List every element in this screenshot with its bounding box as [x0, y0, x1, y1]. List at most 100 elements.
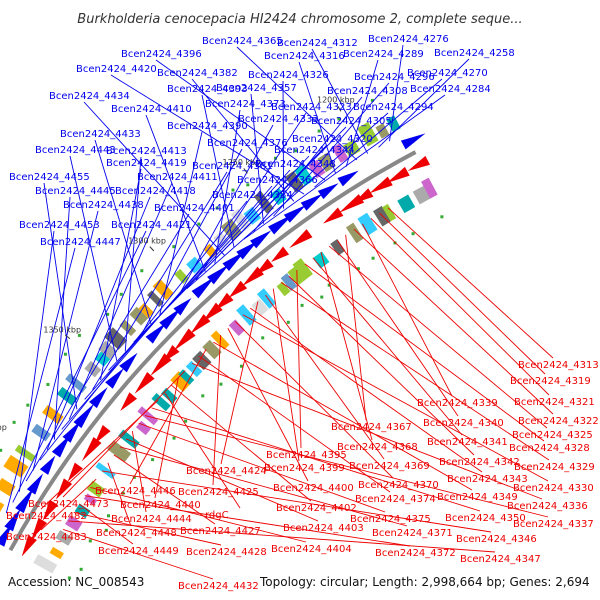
forward-gene-label[interactable]: Bcen2424_4333: [238, 114, 319, 125]
forward-gene-label[interactable]: Bcen2424_4455: [9, 172, 90, 183]
reverse-gene-label[interactable]: Bcen2424_4330: [513, 483, 594, 494]
reverse-gene-label[interactable]: Bcen2424_4369: [349, 461, 430, 472]
reverse-gene-label[interactable]: Bcen2424_4449: [98, 546, 179, 557]
forward-gene-label[interactable]: Bcen2424_4433: [60, 129, 141, 140]
reverse-gene-label[interactable]: Bcen2424_4370: [358, 480, 439, 491]
reverse-gene-label[interactable]: Bcen2424_4399: [264, 463, 345, 474]
reverse-gene-label[interactable]: Bcen2424_4440: [120, 500, 201, 511]
reverse-gene-label[interactable]: Bcen2424_4375: [350, 514, 431, 525]
reverse-gene-label[interactable]: Bcen2424_4336: [507, 501, 588, 512]
reverse-gene-label[interactable]: Bcen2424_4428: [186, 547, 267, 558]
forward-gene-label[interactable]: Bcen2424_4390: [167, 121, 248, 132]
reverse-leader-line: [84, 495, 411, 547]
reverse-gene-label[interactable]: Bcen2424_4350: [445, 513, 526, 524]
forward-gene-label[interactable]: Bcen2424_4320: [292, 134, 373, 145]
forward-gene-label[interactable]: Bcen2424_4373: [205, 99, 286, 110]
forward-gene-label[interactable]: Bcen2424_4419: [106, 158, 187, 169]
reverse-gene-label[interactable]: Bcen2424_4367: [331, 422, 412, 433]
reverse-gene-label[interactable]: Bcen2424_4482: [6, 511, 87, 522]
reverse-gene-label[interactable]: Bcen2424_4402: [276, 503, 357, 514]
forward-gene-label[interactable]: Bcen2424_4447: [40, 237, 121, 248]
forward-gene-label[interactable]: Bcen2424_4376: [207, 138, 288, 149]
forward-gene-label[interactable]: Bcen2424_4294: [353, 102, 434, 113]
inner-marker: [239, 364, 243, 368]
reverse-gene-label[interactable]: Bcen2424_4321: [514, 397, 595, 408]
reverse-gene-label[interactable]: Bcen2424_4483: [6, 532, 87, 543]
outer-marker: [46, 382, 50, 386]
reverse-gene-label[interactable]: Bcen2424_4349: [437, 492, 518, 503]
forward-gene-label[interactable]: Bcen2424_4284: [410, 84, 491, 95]
forward-gene-label[interactable]: Bcen2424_4365: [202, 36, 283, 47]
reverse-gene-label[interactable]: Bcen2424_4403: [283, 523, 364, 534]
forward-gene-label[interactable]: Bcen2424_4434: [49, 91, 130, 102]
forward-gene-label[interactable]: Bcen2424_4413: [106, 146, 187, 157]
forward-gene-label[interactable]: Bcen2424_4453: [19, 220, 100, 231]
reverse-gene-label[interactable]: Bcen2424_4425: [178, 487, 259, 498]
inner-feature-block: [397, 194, 416, 214]
forward-gene-label[interactable]: Bcen2424_4289: [343, 49, 424, 60]
reverse-gene-label[interactable]: Bcen2424_4473: [28, 499, 109, 510]
forward-gene-label[interactable]: Bcen2424_4276: [368, 34, 449, 45]
reverse-gene-label[interactable]: Bcen2424_4319: [510, 376, 591, 387]
forward-gene-label[interactable]: Bcen2424_4420: [76, 64, 157, 75]
forward-gene-label[interactable]: Bcen2424_4418: [115, 186, 196, 197]
reverse-gene-label[interactable]: Bcen2424_4448: [96, 528, 177, 539]
forward-gene-label[interactable]: Bcen2424_4421: [111, 220, 192, 231]
forward-gene-label[interactable]: Bcen2424_4382: [157, 68, 238, 79]
reverse-gene-label[interactable]: rdgC: [205, 510, 229, 521]
reverse-gene-label[interactable]: Bcen2424_4432: [178, 581, 259, 592]
inner-marker: [172, 436, 176, 440]
reverse-gene-label[interactable]: Bcen2424_4343: [447, 474, 528, 485]
reverse-gene-label[interactable]: Bcen2424_4372: [375, 548, 456, 559]
forward-gene-label[interactable]: Bcen2424_4326: [248, 70, 329, 81]
reverse-gene-label[interactable]: Bcen2424_4346: [456, 534, 537, 545]
forward-gene-label[interactable]: Bcen2424_4366: [237, 175, 318, 186]
forward-gene-label[interactable]: Bcen2424_4401: [154, 203, 235, 214]
forward-gene-label[interactable]: Bcen2424_4445: [35, 186, 116, 197]
reverse-gene-label[interactable]: Bcen2424_4424: [186, 466, 267, 477]
reverse-gene-label[interactable]: Bcen2424_4400: [273, 483, 354, 494]
reverse-gene-label[interactable]: Bcen2424_4446: [95, 486, 176, 497]
forward-gene-label[interactable]: Bcen2424_4396: [121, 49, 202, 60]
reverse-gene-label[interactable]: Bcen2424_4374: [355, 494, 436, 505]
forward-gene-label[interactable]: Bcen2424_4323: [271, 102, 352, 113]
reverse-gene-label[interactable]: Bcen2424_4322: [518, 416, 599, 427]
forward-gene-label[interactable]: Bcen2424_4296: [354, 72, 435, 83]
forward-gene-label[interactable]: Bcen2424_4308: [327, 86, 408, 97]
inner-feature-block: [170, 371, 192, 392]
reverse-gene-label[interactable]: Bcen2424_4341: [427, 437, 508, 448]
forward-gene-arrow: [283, 204, 307, 223]
reverse-gene-label[interactable]: Bcen2424_4404: [271, 544, 352, 555]
forward-gene-label[interactable]: Bcen2424_4348: [255, 159, 336, 170]
forward-gene-label[interactable]: Bcen2424_4344: [274, 145, 355, 156]
reverse-gene-label[interactable]: Bcen2424_4339: [417, 398, 498, 409]
reverse-gene-label[interactable]: Bcen2424_4342: [439, 457, 520, 468]
forward-gene-label[interactable]: Bcen2424_4443: [35, 145, 116, 156]
forward-gene-label[interactable]: Bcen2424_4410: [111, 104, 192, 115]
reverse-gene-label[interactable]: Bcen2424_4340: [423, 418, 504, 429]
forward-gene-label[interactable]: Bcen2424_4357: [216, 83, 297, 94]
reverse-gene-label[interactable]: Bcen2424_4371: [372, 528, 453, 539]
reverse-gene-label[interactable]: Bcen2424_4368: [337, 442, 418, 453]
forward-gene-label[interactable]: Bcen2424_4305: [311, 116, 392, 127]
reverse-gene-label[interactable]: Bcen2424_4325: [512, 430, 593, 441]
forward-gene-label[interactable]: Bcen2424_4381: [192, 161, 273, 172]
inner-feature-block: [345, 222, 364, 244]
reverse-gene-label[interactable]: Bcen2424_4347: [460, 554, 541, 565]
reverse-gene-label[interactable]: Bcen2424_4444: [111, 514, 192, 525]
forward-gene-label[interactable]: Bcen2424_4384: [212, 190, 293, 201]
forward-gene-label[interactable]: Bcen2424_4438: [63, 200, 144, 211]
forward-gene-label[interactable]: Bcen2424_4270: [407, 68, 488, 79]
forward-gene-label[interactable]: Bcen2424_4393: [167, 84, 248, 95]
forward-gene-label[interactable]: Bcen2424_4411: [137, 172, 218, 183]
reverse-gene-label[interactable]: Bcen2424_4395: [266, 450, 347, 461]
reverse-gene-label[interactable]: Bcen2424_4329: [514, 462, 595, 473]
reverse-gene-label[interactable]: Bcen2424_4427: [180, 526, 261, 537]
reverse-gene-label[interactable]: Bcen2424_4328: [509, 443, 590, 454]
forward-gene-label[interactable]: Bcen2424_4316: [264, 51, 345, 62]
reverse-gene-label[interactable]: Bcen2424_4313: [518, 360, 599, 371]
forward-gene-label[interactable]: Bcen2424_4312: [277, 38, 358, 49]
reverse-gene-label[interactable]: Bcen2424_4337: [513, 519, 594, 530]
forward-gene-label[interactable]: Bcen2424_4258: [434, 48, 515, 59]
inner-feature-block: [228, 319, 246, 337]
